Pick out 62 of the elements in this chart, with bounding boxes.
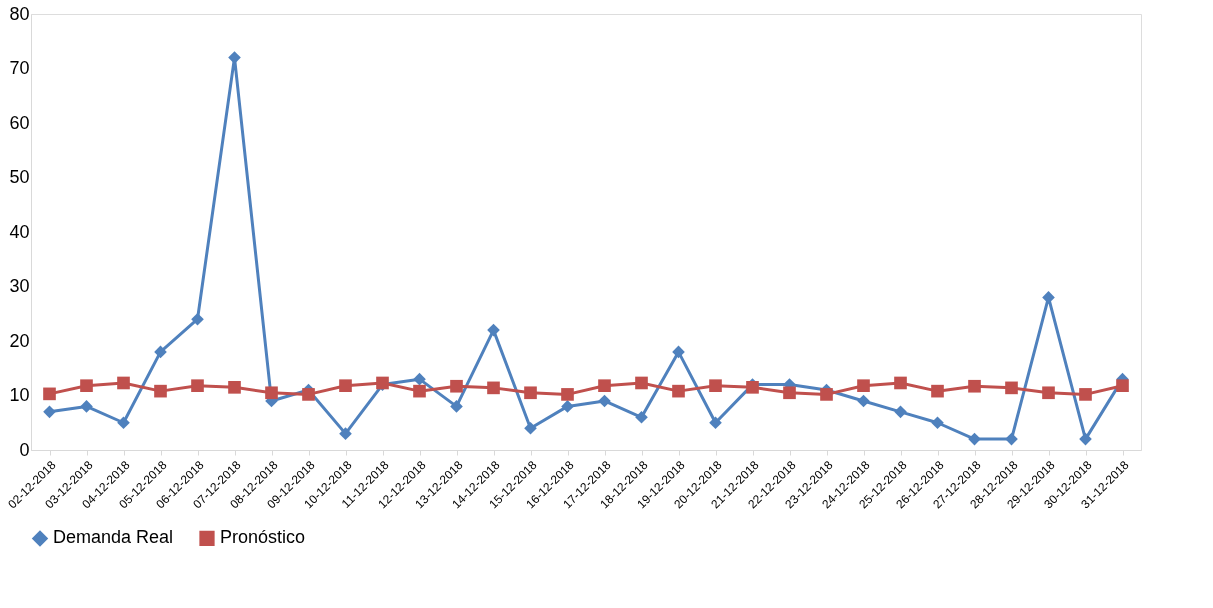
- point: [820, 388, 833, 401]
- point: [894, 376, 907, 390]
- point: [561, 388, 574, 401]
- point: [598, 394, 611, 408]
- y-tick-label: 0: [19, 439, 30, 460]
- point: [487, 323, 500, 337]
- point: [302, 388, 315, 401]
- y-tick-label: 70: [9, 58, 30, 78]
- point: [154, 384, 167, 398]
- point: [487, 381, 500, 395]
- point: [80, 379, 93, 393]
- point: [1005, 432, 1018, 446]
- point: [1116, 379, 1129, 393]
- point: [413, 384, 426, 398]
- point: [968, 379, 981, 393]
- point: [968, 432, 981, 446]
- point: [228, 51, 241, 64]
- point: [894, 405, 907, 419]
- y-tick-label: 50: [9, 167, 30, 187]
- point: [931, 384, 944, 398]
- legend-label: Demanda Real: [53, 527, 174, 548]
- point: [339, 379, 352, 393]
- point: [857, 379, 870, 393]
- point: [1079, 388, 1092, 401]
- legend-label: Pronóstico: [220, 527, 306, 548]
- point: [191, 312, 204, 326]
- point: [598, 379, 611, 393]
- point: [1042, 291, 1055, 304]
- point: [117, 376, 130, 390]
- point: [43, 387, 56, 401]
- y-tick-label: 80: [9, 3, 30, 24]
- y-tick-label: 10: [9, 385, 30, 405]
- point: [154, 345, 167, 359]
- point: [672, 384, 685, 398]
- point: [672, 345, 685, 359]
- point: [635, 410, 648, 424]
- point: [228, 381, 241, 394]
- point: [635, 376, 648, 390]
- y-tick-label: 40: [9, 221, 30, 242]
- point: [117, 416, 130, 430]
- point: [1005, 381, 1018, 395]
- point: [450, 400, 463, 413]
- point: [709, 416, 722, 430]
- point: [265, 386, 278, 400]
- point: [783, 386, 796, 400]
- point: [1042, 386, 1055, 400]
- point: [339, 427, 352, 440]
- point: [191, 379, 204, 393]
- point: [709, 379, 722, 393]
- point: [857, 394, 870, 408]
- point: [413, 372, 426, 386]
- y-tick-label: 20: [9, 330, 30, 351]
- point: [524, 386, 537, 400]
- point: [561, 400, 574, 413]
- point: [524, 421, 537, 435]
- point: [450, 379, 463, 393]
- point: [80, 400, 93, 413]
- point: [43, 405, 56, 419]
- y-tick-label: 60: [9, 112, 30, 133]
- y-tick-label: 30: [9, 276, 30, 296]
- point: [931, 416, 944, 430]
- point: [1079, 432, 1092, 446]
